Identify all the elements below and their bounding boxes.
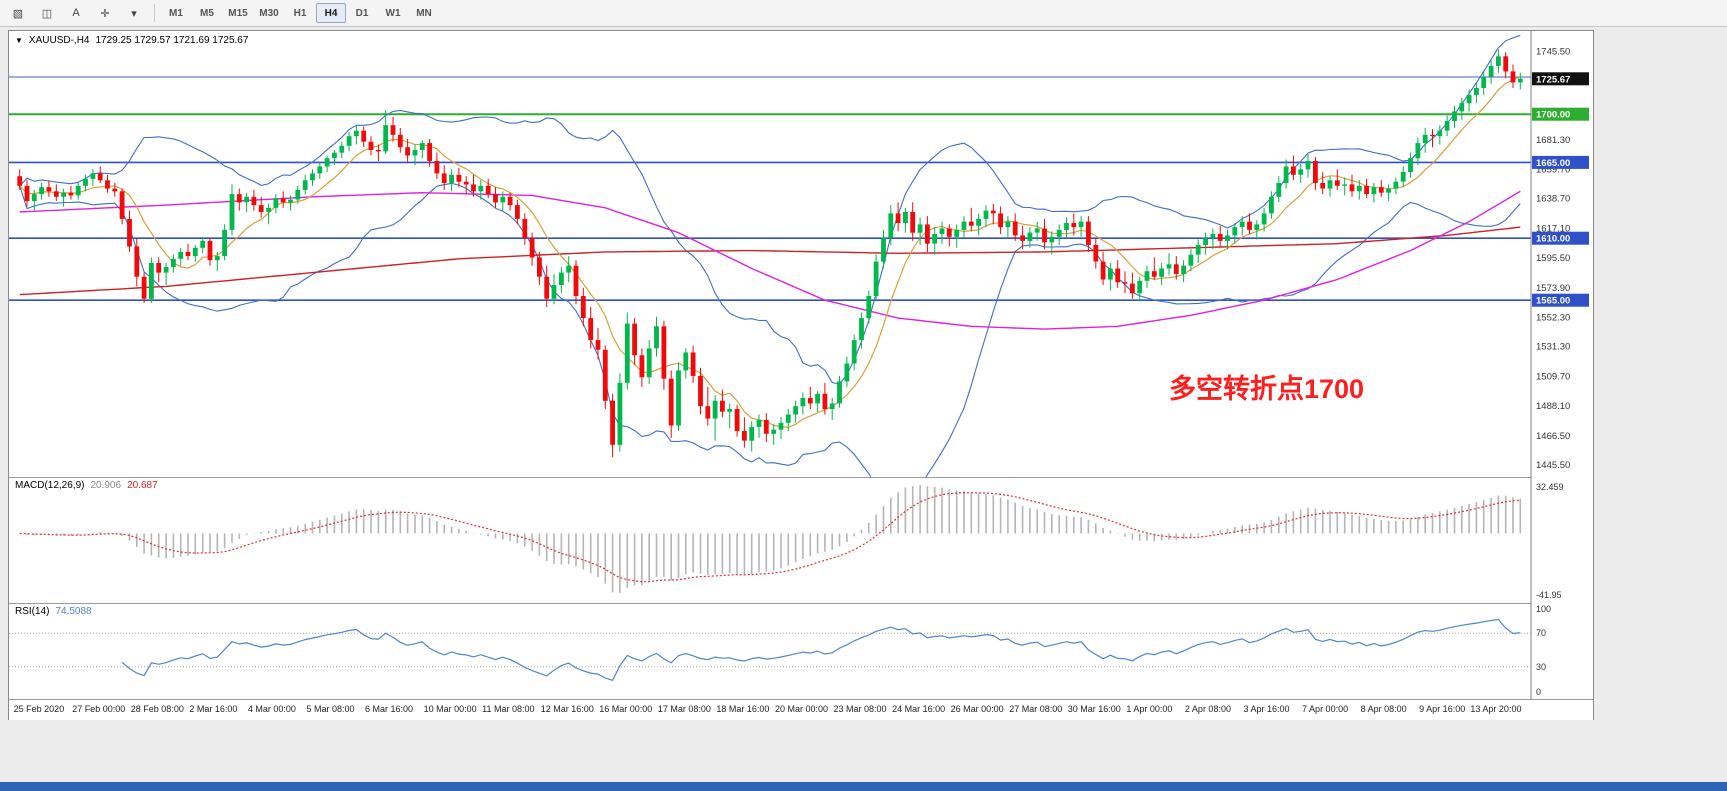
- svg-text:1610.00: 1610.00: [1536, 234, 1570, 245]
- time-axis-label: 23 Mar 08:00: [833, 704, 887, 714]
- svg-text:100: 100: [1536, 604, 1551, 614]
- time-axis-label: 27 Mar 08:00: [1009, 704, 1063, 714]
- time-axis-label: 5 Mar 08:00: [306, 704, 355, 714]
- time-axis-label: 10 Mar 00:00: [423, 704, 477, 714]
- taskbar-strip: [0, 782, 1727, 791]
- svg-text:1552.30: 1552.30: [1536, 313, 1570, 324]
- chart-shift-icon[interactable]: ▧: [12, 7, 24, 20]
- chart-symbol-timeframe: XAUUSD-,H4: [28, 35, 90, 46]
- macd-canvas[interactable]: 32.459 -41.95: [9, 477, 1593, 603]
- time-axis-label: 18 Mar 16:00: [716, 704, 770, 714]
- svg-text:1617.10: 1617.10: [1536, 223, 1570, 234]
- time-axis-label: 30 Mar 16:00: [1067, 704, 1121, 714]
- svg-text:32.459: 32.459: [1536, 482, 1564, 492]
- tf-button-m1[interactable]: M1: [169, 7, 183, 19]
- rsi-label: RSI(14) 74.5088: [15, 606, 92, 617]
- time-axis-label: 1 Apr 00:00: [1126, 704, 1173, 714]
- time-axis-label: 3 Apr 16:00: [1243, 704, 1290, 714]
- time-axis[interactable]: 25 Feb 2020 27 Feb 00:00 28 Feb 08:00 2 Mar…: [9, 699, 1593, 720]
- chart-ohlc-values: 1729.25 1729.57 1721.69 1725.67: [95, 35, 249, 46]
- svg-text:1565.00: 1565.00: [1536, 296, 1570, 307]
- svg-text:1665.00: 1665.00: [1536, 158, 1570, 169]
- rsi-canvas[interactable]: 100 70 30 0: [9, 603, 1593, 699]
- time-axis-label: 13 Apr 20:00: [1470, 704, 1522, 714]
- time-axis-label: 11 Mar 08:00: [482, 704, 535, 714]
- rsi-value: 74.5088: [55, 606, 92, 617]
- svg-text:1638.70: 1638.70: [1536, 194, 1570, 205]
- svg-text:-41.95: -41.95: [1536, 590, 1562, 600]
- svg-text:1745.50: 1745.50: [1536, 47, 1570, 58]
- time-axis-label: 6 Mar 16:00: [365, 704, 414, 714]
- svg-text:1445.50: 1445.50: [1536, 460, 1570, 471]
- svg-text:1466.50: 1466.50: [1536, 431, 1570, 442]
- chart-title: ▼ XAUUSD-,H4 1729.25 1729.57 1721.69 172…: [15, 35, 248, 46]
- tf-button-m30[interactable]: M30: [259, 7, 279, 19]
- svg-text:30: 30: [1536, 662, 1546, 672]
- time-axis-label: 27 Feb 00:00: [72, 704, 126, 714]
- tf-button-h1[interactable]: H1: [293, 7, 307, 19]
- rsi-indicator-name: RSI(14): [15, 606, 50, 617]
- svg-text:1595.50: 1595.50: [1536, 253, 1570, 264]
- time-axis-label: 8 Apr 08:00: [1360, 704, 1407, 714]
- tf-button-m5[interactable]: M5: [200, 7, 214, 19]
- time-axis-label: 17 Mar 08:00: [657, 704, 711, 714]
- svg-text:0: 0: [1536, 687, 1541, 697]
- time-axis-label: 2 Apr 08:00: [1184, 704, 1231, 714]
- macd-main-value: 20.906: [90, 480, 122, 491]
- time-axis-label: 4 Mar 00:00: [247, 704, 296, 714]
- main-chart-canvas[interactable]: 1745.50 1681.30 1659.70 1638.70 1617.10 1595.…: [9, 31, 1593, 477]
- macd-indicator-name: MACD(12,26,9): [15, 480, 85, 491]
- toolbar-separator: [154, 4, 155, 22]
- macd-signal-value: 20.687: [127, 480, 158, 491]
- rsi-panel[interactable]: 100 70 30 0 RSI(14) 74.5088: [9, 603, 1593, 699]
- svg-text:1700.00: 1700.00: [1536, 110, 1570, 121]
- svg-text:70: 70: [1536, 628, 1546, 638]
- time-axis-label: 12 Mar 16:00: [540, 704, 594, 714]
- toolbar: ▧ ◫ A ✛ ▾ M1 M5 M15 M30 H1 H4 D1 W1 MN: [0, 0, 1727, 27]
- macd-panel[interactable]: 32.459 -41.95 MACD(12,26,9) 20.906 20.687: [9, 477, 1593, 603]
- svg-text:1659.70: 1659.70: [1536, 165, 1570, 176]
- svg-text:1573.90: 1573.90: [1536, 283, 1570, 294]
- toolbar-icons: ▧ ◫ A ✛ ▾: [4, 2, 148, 24]
- tf-button-w1[interactable]: W1: [385, 7, 401, 19]
- svg-text:1681.30: 1681.30: [1536, 135, 1570, 146]
- tf-button-d1[interactable]: D1: [355, 7, 369, 19]
- timeframe-buttons: M1 M5 M15 M30 H1 H4 D1 W1 MN: [161, 3, 439, 23]
- tf-button-m15[interactable]: M15: [228, 7, 248, 19]
- time-axis-label: 16 Mar 00:00: [599, 704, 653, 714]
- svg-text:1488.10: 1488.10: [1536, 401, 1570, 412]
- time-axis-label: 28 Feb 08:00: [130, 704, 184, 714]
- time-axis-label: 25 Feb 2020: [13, 704, 65, 714]
- svg-text:1509.70: 1509.70: [1536, 371, 1570, 382]
- time-axis-label: 2 Mar 16:00: [189, 704, 238, 714]
- chart-annotation-text: 多空转折点1700: [1169, 374, 1365, 404]
- time-axis-label: 7 Apr 00:00: [1302, 704, 1349, 714]
- time-axis-label: 24 Mar 16:00: [892, 704, 946, 714]
- chart-mode-icon[interactable]: ◫: [41, 7, 53, 20]
- chart-window[interactable]: 1745.50 1681.30 1659.70 1638.70 1617.10 1595.…: [8, 30, 1594, 720]
- draw-tools-dropdown-icon[interactable]: ▾: [131, 7, 137, 20]
- text-tool-button[interactable]: A: [72, 7, 80, 19]
- chart-dropdown-icon[interactable]: ▼: [15, 36, 23, 45]
- tf-button-h4[interactable]: H4: [316, 3, 346, 23]
- tf-button-mn[interactable]: MN: [416, 7, 432, 19]
- svg-text:1725.67: 1725.67: [1536, 74, 1570, 85]
- svg-text:1531.30: 1531.30: [1536, 342, 1570, 353]
- time-axis-label: 9 Apr 16:00: [1419, 704, 1466, 714]
- crosshair-tool-icon[interactable]: ✛: [100, 7, 110, 20]
- macd-label: MACD(12,26,9) 20.906 20.687: [15, 480, 158, 491]
- time-axis-label: 20 Mar 00:00: [774, 704, 829, 714]
- time-axis-label: 26 Mar 00:00: [950, 704, 1004, 714]
